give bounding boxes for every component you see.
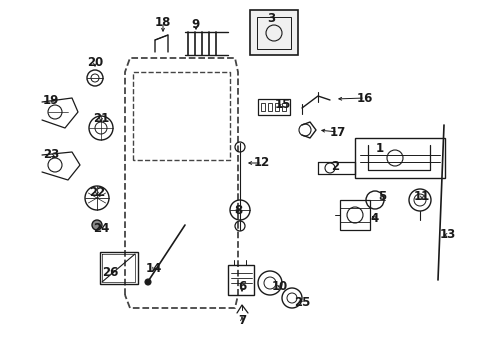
Text: 8: 8 [233, 204, 242, 217]
Text: 16: 16 [356, 91, 372, 104]
Bar [282, 103, 285, 111]
Text: 5: 5 [377, 189, 386, 202]
Text: 18: 18 [155, 15, 171, 28]
Text: 24: 24 [93, 221, 109, 234]
Text: 25: 25 [293, 297, 309, 310]
Text: 20: 20 [87, 55, 103, 68]
Text: 4: 4 [370, 211, 378, 225]
Text: 23: 23 [43, 148, 59, 162]
Bar [100, 252, 138, 284]
Bar [227, 265, 253, 295]
Text: 15: 15 [274, 99, 290, 112]
Text: 22: 22 [89, 185, 105, 198]
Text: 21: 21 [93, 112, 109, 125]
Bar [258, 99, 289, 115]
Text: 19: 19 [43, 94, 59, 107]
Text: 26: 26 [102, 266, 118, 279]
Bar [249, 10, 297, 55]
Text: 2: 2 [330, 161, 338, 174]
Bar [261, 103, 264, 111]
Bar [339, 200, 369, 230]
Text: 7: 7 [238, 314, 245, 327]
Text: 17: 17 [329, 126, 346, 139]
Text: 1: 1 [375, 141, 383, 154]
Text: 3: 3 [266, 12, 274, 24]
Circle shape [92, 220, 102, 230]
Text: 9: 9 [191, 18, 200, 31]
Text: 13: 13 [439, 229, 455, 242]
Text: 12: 12 [253, 157, 269, 170]
Text: 6: 6 [237, 279, 245, 292]
Bar [274, 103, 279, 111]
Text: 11: 11 [413, 189, 429, 202]
Bar [267, 103, 271, 111]
Circle shape [145, 279, 151, 285]
Text: 14: 14 [145, 261, 162, 274]
Text: 10: 10 [271, 280, 287, 293]
Bar [257, 17, 290, 49]
Bar [354, 138, 444, 178]
